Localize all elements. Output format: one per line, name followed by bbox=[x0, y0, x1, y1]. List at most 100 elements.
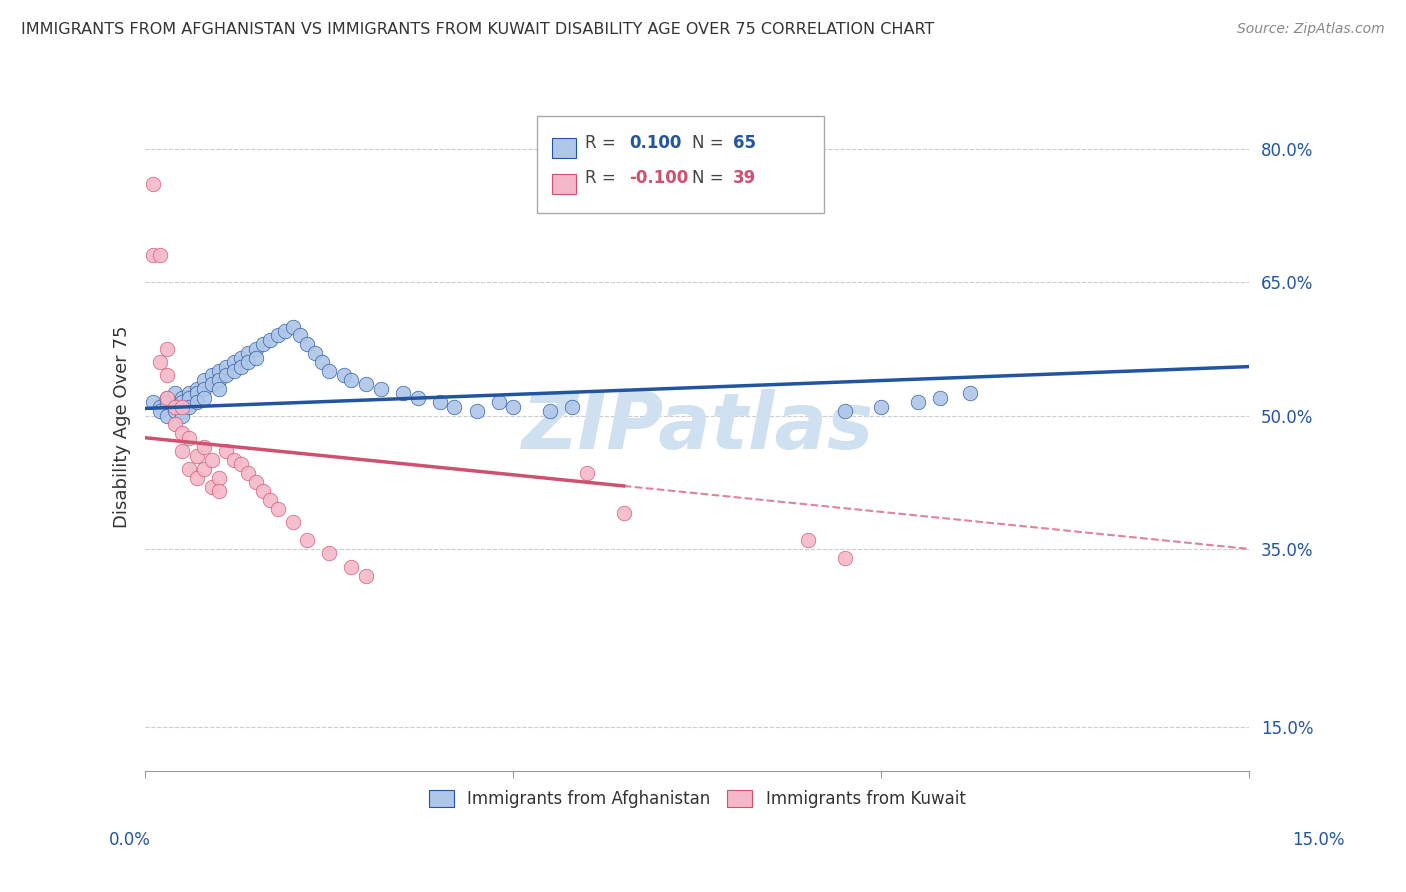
Point bbox=[149, 248, 172, 262]
Point bbox=[392, 386, 415, 401]
Point bbox=[907, 395, 929, 409]
Text: 0.0%: 0.0% bbox=[108, 831, 150, 849]
Point bbox=[259, 333, 281, 347]
Point bbox=[215, 368, 238, 383]
Point bbox=[208, 382, 231, 396]
Text: Source: ZipAtlas.com: Source: ZipAtlas.com bbox=[1237, 22, 1385, 37]
Point bbox=[311, 355, 333, 369]
Point bbox=[340, 373, 363, 387]
Point bbox=[142, 178, 165, 192]
Point bbox=[796, 533, 818, 547]
Point bbox=[179, 400, 201, 414]
Point bbox=[163, 386, 186, 401]
Point bbox=[834, 404, 856, 418]
Text: N =: N = bbox=[692, 134, 728, 152]
Point bbox=[172, 409, 194, 423]
Point bbox=[156, 342, 179, 356]
Point bbox=[229, 458, 252, 472]
Point bbox=[252, 484, 274, 499]
Point bbox=[156, 391, 179, 405]
Point bbox=[370, 382, 392, 396]
Point bbox=[538, 404, 561, 418]
Point bbox=[186, 382, 208, 396]
Text: -0.100: -0.100 bbox=[628, 169, 688, 187]
Point bbox=[304, 346, 326, 360]
Point bbox=[200, 480, 222, 494]
Point bbox=[193, 462, 215, 476]
Point bbox=[238, 467, 260, 481]
Point bbox=[163, 400, 186, 414]
Point bbox=[561, 400, 583, 414]
Point bbox=[172, 400, 194, 414]
Point bbox=[149, 400, 172, 414]
Point bbox=[200, 453, 222, 467]
Text: R =: R = bbox=[585, 134, 620, 152]
Point bbox=[281, 516, 304, 530]
Point bbox=[834, 550, 856, 565]
Point bbox=[186, 449, 208, 463]
Point bbox=[172, 444, 194, 458]
Point bbox=[215, 359, 238, 374]
Point bbox=[297, 337, 319, 351]
Point bbox=[142, 395, 165, 409]
Point bbox=[172, 426, 194, 441]
Point bbox=[179, 391, 201, 405]
Y-axis label: Disability Age Over 75: Disability Age Over 75 bbox=[114, 326, 131, 528]
Point bbox=[149, 404, 172, 418]
Point bbox=[245, 475, 267, 490]
Point bbox=[245, 342, 267, 356]
Point bbox=[215, 444, 238, 458]
Point bbox=[208, 484, 231, 499]
Point bbox=[142, 248, 165, 262]
Point bbox=[179, 431, 201, 445]
Point bbox=[172, 404, 194, 418]
Text: IMMIGRANTS FROM AFGHANISTAN VS IMMIGRANTS FROM KUWAIT DISABILITY AGE OVER 75 COR: IMMIGRANTS FROM AFGHANISTAN VS IMMIGRANT… bbox=[21, 22, 935, 37]
Point bbox=[186, 471, 208, 485]
Text: ZIPatlas: ZIPatlas bbox=[522, 389, 873, 465]
Point bbox=[186, 386, 208, 401]
Point bbox=[156, 409, 179, 423]
Point bbox=[259, 493, 281, 508]
Point bbox=[959, 386, 981, 401]
Point bbox=[229, 359, 252, 374]
Point bbox=[200, 377, 222, 392]
Point bbox=[186, 395, 208, 409]
Point bbox=[274, 324, 297, 338]
Point bbox=[208, 471, 231, 485]
Point bbox=[238, 355, 260, 369]
Point bbox=[222, 355, 245, 369]
Point bbox=[172, 391, 194, 405]
Point bbox=[229, 351, 252, 365]
Point bbox=[429, 395, 451, 409]
Point bbox=[575, 467, 598, 481]
Point bbox=[156, 395, 179, 409]
Text: R =: R = bbox=[585, 169, 620, 187]
Point bbox=[267, 502, 290, 516]
Point bbox=[179, 386, 201, 401]
Point bbox=[193, 373, 215, 387]
Point bbox=[222, 453, 245, 467]
Point bbox=[163, 400, 186, 414]
FancyBboxPatch shape bbox=[551, 174, 576, 194]
Point bbox=[200, 368, 222, 383]
Point bbox=[870, 400, 893, 414]
Point bbox=[465, 404, 488, 418]
Point bbox=[281, 319, 304, 334]
Text: 39: 39 bbox=[733, 169, 756, 187]
Point bbox=[318, 546, 340, 560]
Point bbox=[245, 351, 267, 365]
Point bbox=[172, 395, 194, 409]
Point bbox=[208, 373, 231, 387]
Legend: Immigrants from Afghanistan, Immigrants from Kuwait: Immigrants from Afghanistan, Immigrants … bbox=[422, 783, 972, 814]
Point bbox=[193, 382, 215, 396]
Point bbox=[443, 400, 465, 414]
Point bbox=[288, 328, 311, 343]
Point bbox=[252, 337, 274, 351]
Point bbox=[179, 462, 201, 476]
FancyBboxPatch shape bbox=[551, 138, 576, 158]
Point bbox=[156, 391, 179, 405]
Point bbox=[333, 368, 356, 383]
Point bbox=[163, 404, 186, 418]
Point bbox=[193, 391, 215, 405]
Text: 15.0%: 15.0% bbox=[1292, 831, 1346, 849]
